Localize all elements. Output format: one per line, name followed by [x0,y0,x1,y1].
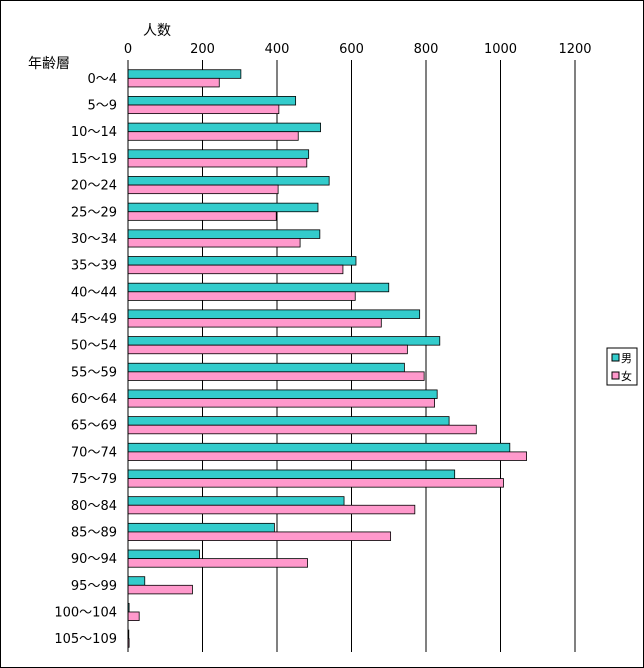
bar-male [127,496,345,506]
bar-female [127,558,308,568]
category-label: 0〜4 [87,72,117,87]
legend-label-female: 女 [621,369,632,383]
bar-male [127,202,319,213]
category-label: 75〜79 [71,472,117,487]
bar-female [127,77,220,88]
bar-male [127,469,456,479]
bar-female [127,184,279,195]
category-label: 55〜59 [71,365,117,380]
bar-female [127,264,344,275]
category-label: 105〜109 [54,632,117,647]
legend-label-male: 男 [621,352,632,365]
category-label: 25〜29 [71,205,117,220]
category-label: 70〜74 [71,445,117,460]
bar-female [127,344,408,355]
bar-male [127,149,310,159]
x-tick-label: 400 [265,42,290,57]
category-label: 80〜84 [71,499,117,514]
bar-male [127,549,200,560]
category-label: 50〜54 [71,339,117,354]
x-tick-label: 600 [339,42,364,57]
bar-female [127,398,435,408]
bar-male [127,389,438,399]
x-tick-label: 1000 [484,42,517,57]
bar-female [127,531,392,541]
bar-male [127,416,450,426]
category-label: 45〜49 [71,312,117,327]
bar-female [127,131,299,141]
category-label: 20〜24 [71,179,117,194]
bar-male [127,96,297,106]
x-tick-labels: 0 200 400 600 800 1000 1200 [124,42,592,65]
bar-male [127,282,390,293]
bar-female [127,371,425,381]
category-label: 15〜19 [71,152,117,167]
category-label: 30〜34 [71,232,117,247]
bar-female [127,478,504,488]
x-tick-label: 1200 [558,42,591,57]
x-tick-label: 200 [190,42,215,57]
bar-female [127,291,356,301]
y-category-labels: 0〜4 5〜9 10〜14 15〜19 20〜24 25〜29 30〜34 35〜39 40〜4… [54,72,117,647]
bar-male [127,229,321,239]
category-label: 35〜39 [71,259,117,274]
bar-male [127,336,441,346]
bar-male [127,69,242,79]
y-axis-title: 年齢層 [28,56,70,72]
bar-female [127,211,277,221]
category-label: 85〜89 [71,525,117,540]
legend-swatch-female [611,371,620,380]
bar-male [127,362,405,373]
category-label: 65〜69 [71,419,117,434]
bar-female [127,157,308,168]
bar-male [127,522,275,533]
bar-female [127,424,477,435]
legend: 男 女 [606,347,638,386]
bar-male [127,309,421,319]
bar-female [127,238,301,248]
bar-male [127,576,146,586]
category-label: 5〜9 [87,99,117,114]
category-label: 100〜104 [54,605,117,620]
bar-female [127,584,193,595]
category-label: 60〜64 [71,392,117,407]
category-label: 95〜99 [71,579,117,594]
bar-female [127,611,140,621]
x-tick-label: 0 [124,42,132,57]
bar-female [127,451,527,461]
bar-male [127,256,357,266]
x-axis-title: 人数 [143,23,171,39]
bar-male [127,442,511,453]
bar-male [127,176,330,186]
legend-swatch-male [611,353,620,362]
bar-male [127,122,321,133]
category-label: 90〜94 [71,552,117,567]
category-label: 40〜44 [71,285,117,300]
bar-female [127,504,416,515]
x-tick-label: 800 [414,42,439,57]
bar-female [127,318,382,328]
category-label: 10〜14 [71,125,117,140]
bar-female [127,104,280,115]
